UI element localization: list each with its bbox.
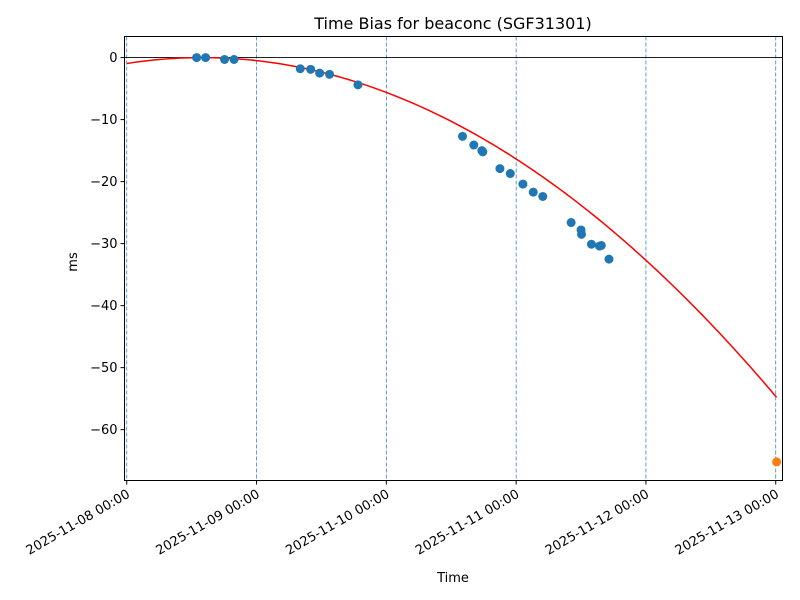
measurement-point <box>325 69 335 79</box>
measurement-point <box>518 179 528 189</box>
measurement-point <box>192 53 202 63</box>
measurement-point <box>201 53 211 63</box>
measurement-point <box>604 254 614 264</box>
measurement-point <box>220 54 230 64</box>
chart-title: Time Bias for beaconc (SGF31301) <box>313 14 592 33</box>
measurement-point <box>353 80 363 90</box>
measurement-point <box>315 68 325 78</box>
measurement-point <box>566 218 576 228</box>
measurement-point <box>306 64 316 74</box>
y-tick-label: −20 <box>90 175 117 190</box>
grid-lines <box>126 36 777 481</box>
y-axis-label: ms <box>66 252 81 272</box>
measurement-point <box>458 131 468 141</box>
measurement-point <box>538 191 548 201</box>
y-tick-label: −30 <box>90 237 117 252</box>
data-points-layer <box>192 53 782 467</box>
plot-frame <box>124 36 783 481</box>
measurement-point <box>576 229 586 239</box>
measurement-point <box>478 147 488 157</box>
measurement-point <box>469 140 479 150</box>
y-tick-label: −10 <box>90 113 117 128</box>
measurement-point <box>586 239 596 249</box>
y-tick-label: −50 <box>90 361 117 376</box>
measurement-point <box>528 187 538 197</box>
x-axis-label: Time <box>436 571 469 586</box>
measurement-point <box>495 164 505 174</box>
y-axis-ticks: 0 −10 −20 −30 −40 −50 −60 <box>90 51 125 438</box>
measurement-point <box>596 240 606 250</box>
y-tick-label: 0 <box>109 51 117 66</box>
measurement-point <box>295 64 305 74</box>
measurement-point <box>229 54 239 64</box>
y-tick-label: −60 <box>90 423 117 438</box>
measurement-point <box>505 169 515 179</box>
y-tick-label: −40 <box>90 299 117 314</box>
prediction-point <box>772 457 782 467</box>
